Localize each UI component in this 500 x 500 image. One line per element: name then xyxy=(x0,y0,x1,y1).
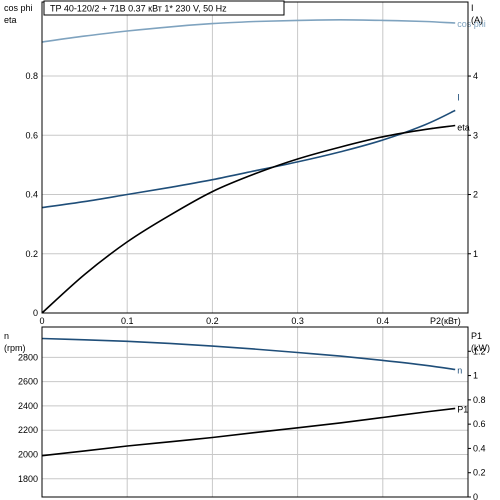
bottom-left-axis-label-2: (rpm) xyxy=(4,343,26,353)
x-axis-label: P2(кВт) xyxy=(430,316,461,326)
right-tick-label-1-5: 1 xyxy=(473,371,478,381)
right-tick-label-0-1: 2 xyxy=(473,190,478,200)
left-tick-label-1-5: 2800 xyxy=(18,352,38,362)
bottom-left-axis-label: n xyxy=(4,331,9,341)
right-tick-label-1-6: 1.2 xyxy=(473,346,486,356)
series-label-i: I xyxy=(457,92,460,102)
top-left-axis-label: cos phi xyxy=(4,3,33,13)
series-line-i xyxy=(41,109,456,209)
title-box xyxy=(43,0,285,16)
series-line-n xyxy=(41,337,456,371)
left-tick-label-1-2: 2200 xyxy=(18,425,38,435)
bottom-right-axis-label: P1 xyxy=(471,331,482,341)
left-tick-label-1-1: 2000 xyxy=(18,450,38,460)
left-tick-label-0-2: 0.4 xyxy=(25,190,38,200)
series-line-cos-phi xyxy=(41,18,456,43)
x-tick-label-2: 0.2 xyxy=(206,316,219,326)
left-tick-label-0-3: 0.6 xyxy=(25,130,38,140)
right-tick-label-1-1: 0.2 xyxy=(473,468,486,478)
left-tick-label-0-1: 0.2 xyxy=(25,249,38,259)
right-tick-label-1-3: 0.6 xyxy=(473,419,486,429)
left-tick-label-0-4: 0.8 xyxy=(25,71,38,81)
left-tick-label-1-4: 2600 xyxy=(18,377,38,387)
plot-frame-1 xyxy=(41,326,469,498)
right-tick-label-0-2: 3 xyxy=(473,130,478,140)
tick-layer: 0 0.2 0.4 0.6 0.8 1 2 3 4 0 0.1 0.2 0.3 0.4 1800 2000 22… xyxy=(18,71,486,500)
series-line-p1 xyxy=(41,407,456,457)
top-left-axis-label-2: eta xyxy=(4,15,17,25)
bottom-right-axis-label-2: (kW) xyxy=(471,343,490,353)
left-tick-label-1-3: 2400 xyxy=(18,401,38,411)
right-tick-label-0-3: 4 xyxy=(473,71,478,81)
right-tick-label-0-0: 1 xyxy=(473,249,478,259)
series-label-cos-phi: cos phi xyxy=(457,19,486,29)
series-line-eta xyxy=(41,124,456,314)
x-tick-label-0: 0 xyxy=(39,316,44,326)
top-right-axis-label: I xyxy=(471,3,474,13)
top-right-axis-label-2: (A) xyxy=(471,15,483,25)
right-tick-label-1-4: 0.8 xyxy=(473,395,486,405)
x-tick-label-3: 0.3 xyxy=(291,316,304,326)
right-tick-label-1-0: 0 xyxy=(473,492,478,500)
left-tick-label-0-0: 0 xyxy=(33,308,38,318)
x-tick-label-1: 0.1 xyxy=(121,316,134,326)
left-tick-label-1-0: 1800 xyxy=(18,474,38,484)
series-label-eta: eta xyxy=(457,123,470,133)
series-label-n: n xyxy=(457,366,462,376)
chart-title: TP 40-120/2 + 71B 0.37 кВт 1* 230 V, 50 … xyxy=(50,4,227,14)
x-tick-label-4: 0.4 xyxy=(377,316,390,326)
series-label-p1: P1 xyxy=(457,404,468,414)
right-tick-label-1-2: 0.4 xyxy=(473,443,486,453)
